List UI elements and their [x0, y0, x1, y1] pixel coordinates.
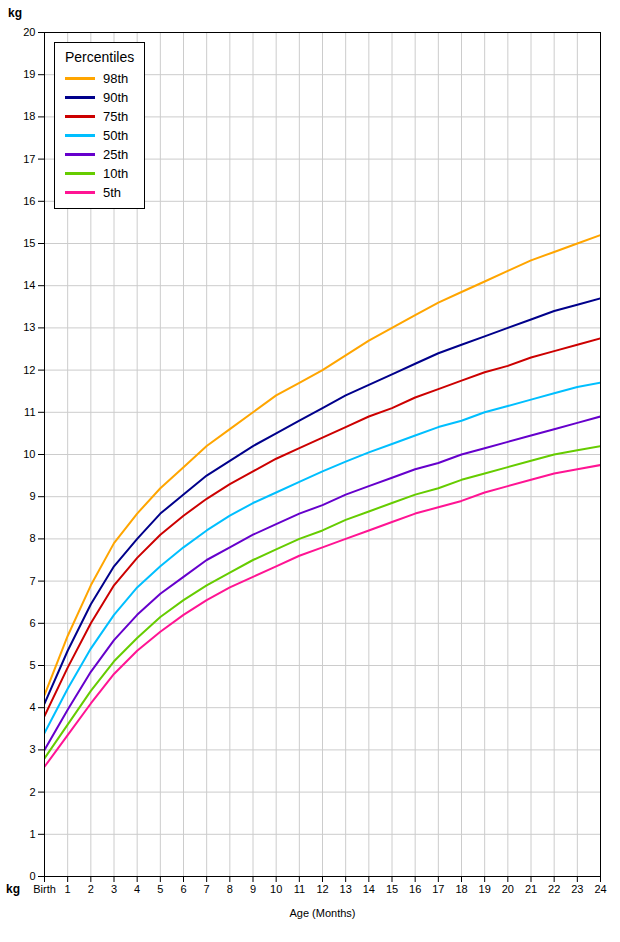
html-text:98th: 98th [103, 71, 129, 86]
svg-text:5: 5 [29, 659, 35, 671]
svg-text:21: 21 [525, 883, 537, 895]
svg-text:24: 24 [594, 883, 606, 895]
html-text:50th: 50th [103, 128, 129, 143]
svg-text:0: 0 [29, 870, 35, 882]
svg-text:7: 7 [204, 883, 210, 895]
svg-text:11: 11 [24, 406, 35, 418]
svg-text:7: 7 [29, 575, 35, 587]
svg-text:2: 2 [29, 786, 35, 798]
svg-text:8: 8 [29, 532, 35, 544]
html-text:Percentiles: Percentiles [65, 49, 135, 65]
svg-text:15: 15 [386, 883, 398, 895]
svg-text:3: 3 [29, 743, 35, 755]
svg-text:20: 20 [23, 26, 35, 38]
svg-text:11: 11 [294, 883, 305, 895]
svg-text:10: 10 [23, 448, 35, 460]
svg-text:10: 10 [270, 883, 282, 895]
svg-text:6: 6 [180, 883, 186, 895]
svg-text:18: 18 [455, 883, 467, 895]
svg-text:14: 14 [23, 279, 35, 291]
svg-text:20: 20 [502, 883, 514, 895]
html-text:25th: 25th [103, 147, 129, 162]
html-text:kg: kg [8, 6, 22, 20]
svg-text:9: 9 [29, 490, 35, 502]
svg-text:16: 16 [409, 883, 421, 895]
svg-text:19: 19 [479, 883, 491, 895]
svg-text:2: 2 [88, 883, 94, 895]
svg-text:8: 8 [227, 883, 233, 895]
html-text:10th: 10th [103, 166, 129, 181]
svg-text:1: 1 [29, 828, 35, 840]
svg-text:18: 18 [23, 110, 35, 122]
svg-text:3: 3 [111, 883, 117, 895]
svg-text:12: 12 [316, 883, 328, 895]
svg-text:4: 4 [134, 883, 140, 895]
svg-text:Age (Months): Age (Months) [289, 907, 355, 919]
svg-text:1: 1 [65, 883, 71, 895]
svg-text:17: 17 [432, 883, 444, 895]
html-text:90th: 90th [103, 90, 129, 105]
svg-text:4: 4 [29, 701, 35, 713]
svg-text:6: 6 [29, 617, 35, 629]
svg-text:13: 13 [340, 883, 352, 895]
svg-text:12: 12 [23, 364, 35, 376]
svg-text:9: 9 [250, 883, 256, 895]
svg-text:15: 15 [23, 237, 35, 249]
html-text:75th: 75th [103, 109, 129, 124]
svg-text:5: 5 [157, 883, 163, 895]
svg-text:14: 14 [363, 883, 375, 895]
svg-text:22: 22 [548, 883, 560, 895]
svg-text:13: 13 [23, 321, 35, 333]
svg-text:23: 23 [571, 883, 583, 895]
svg-text:17: 17 [23, 153, 35, 165]
svg-text:Birth: Birth [33, 883, 56, 895]
svg-text:19: 19 [23, 68, 35, 80]
svg-text:16: 16 [23, 195, 35, 207]
html-text:5th: 5th [103, 185, 122, 200]
html-text:kg: kg [6, 882, 20, 896]
